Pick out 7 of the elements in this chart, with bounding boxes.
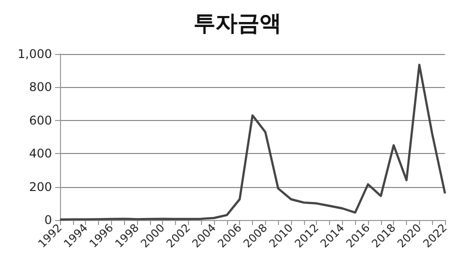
y-tick-label: 800 [29, 80, 52, 94]
y-tick-label: 400 [29, 146, 52, 161]
y-tick-label: 0 [44, 213, 52, 227]
y-tick-label: 200 [29, 180, 52, 194]
y-tick-label: 600 [29, 113, 52, 128]
chart-title: 투자금액 [194, 12, 282, 36]
y-tick-label: 1,000 [18, 47, 52, 61]
